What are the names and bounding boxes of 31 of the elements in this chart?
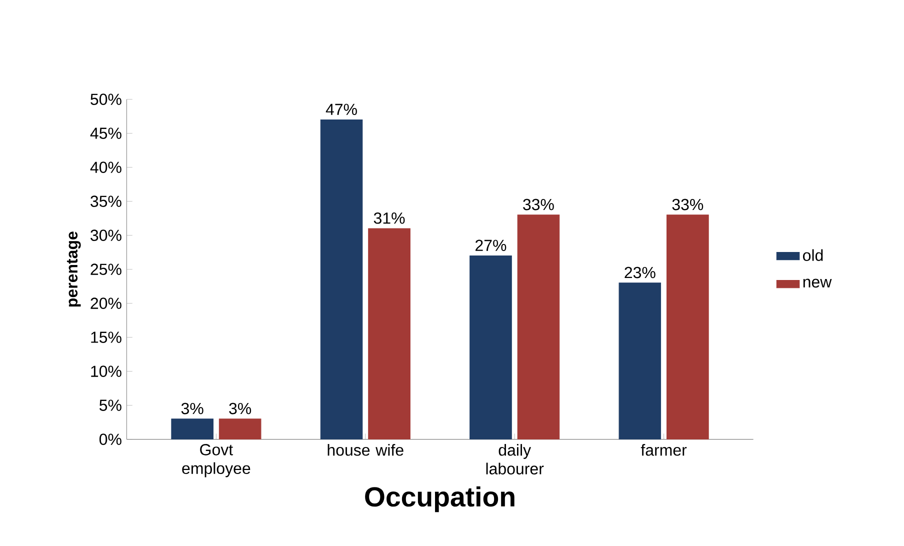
y-tick-label: 5%	[99, 400, 122, 411]
y-tick-label: 45%	[90, 128, 122, 139]
y-axis-title: perentage	[66, 232, 81, 307]
data-label: 33%	[672, 198, 704, 210]
y-tick-label: 25%	[90, 264, 122, 275]
y-tick-label: 10%	[91, 366, 122, 377]
y-tick-label: 40%	[90, 162, 122, 173]
bar	[666, 214, 709, 440]
y-tick-label: 50%	[90, 94, 122, 105]
x-tick-label: house wife	[328, 444, 404, 456]
bar	[517, 214, 560, 440]
data-label: 3%	[229, 402, 252, 414]
x-axis-title: Occupation	[365, 486, 514, 512]
x-tick-label: daily labourer	[486, 444, 544, 474]
data-label: 33%	[523, 198, 554, 210]
y-tick-label: 20%	[90, 298, 122, 309]
legend-label: new	[803, 278, 832, 288]
y-tick-label: 30%	[90, 230, 122, 241]
bar	[218, 418, 262, 440]
data-label: 47%	[326, 104, 357, 116]
y-tick-label: 35%	[90, 196, 122, 207]
y-tick-label: 15%	[91, 332, 122, 343]
data-label: 27%	[476, 240, 506, 252]
y-tick-label: 0%	[99, 434, 122, 445]
legend-label: old	[803, 249, 823, 261]
data-label: 3%	[181, 402, 204, 414]
data-label: 31%	[374, 212, 405, 224]
bar	[368, 228, 410, 440]
x-tick-label: Govt employee	[182, 444, 250, 478]
x-tick-label: farmer	[640, 444, 687, 456]
data-label: 23%	[624, 266, 656, 278]
